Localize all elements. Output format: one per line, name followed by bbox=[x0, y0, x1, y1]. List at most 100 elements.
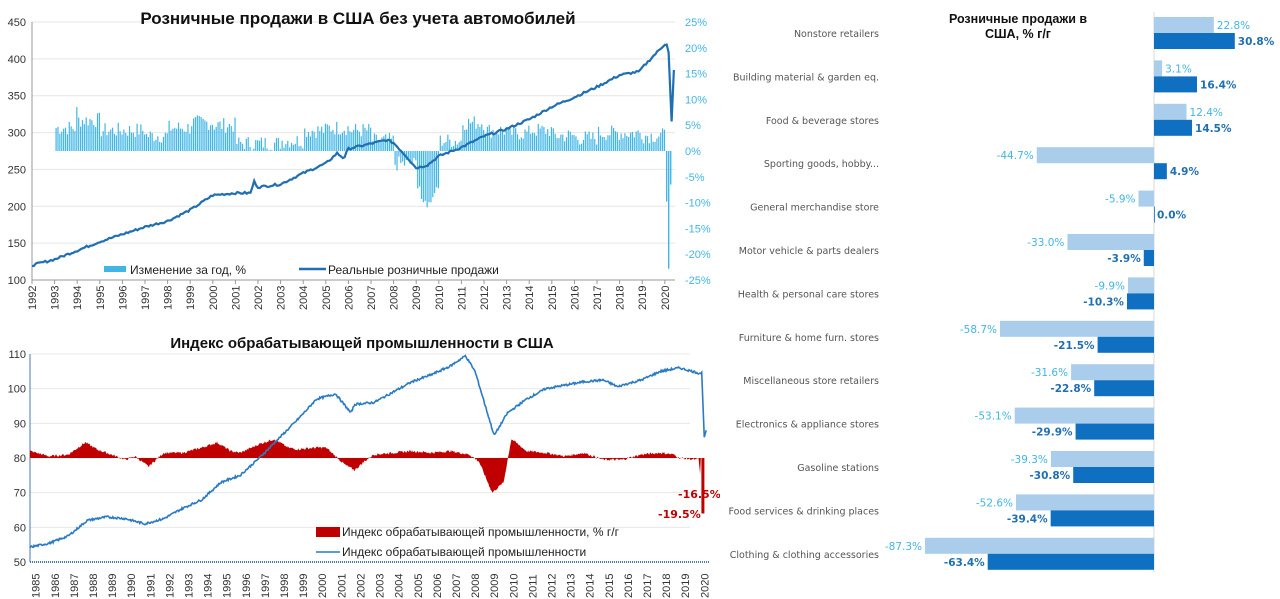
yoy-bar bbox=[113, 133, 116, 151]
yoy-bar bbox=[639, 133, 641, 151]
yoy-bar bbox=[83, 124, 85, 151]
bar-period2 bbox=[987, 553, 1154, 570]
chart-title: Розничные продажи в bbox=[949, 12, 1087, 26]
x-tick-label: 1992 bbox=[27, 286, 39, 310]
x-tick-label: 2011 bbox=[527, 574, 539, 598]
x-tick-label: 1995 bbox=[95, 286, 107, 310]
yoy-bar bbox=[360, 136, 362, 151]
category-row: Food services & drinking places -52.6% -39… bbox=[728, 494, 1154, 527]
yoy-bar bbox=[334, 134, 336, 151]
yoy-bar bbox=[219, 121, 221, 151]
yoy-bar bbox=[319, 131, 321, 151]
yoy-bar bbox=[368, 124, 370, 151]
yoy-bar bbox=[61, 131, 63, 151]
yoy-bar bbox=[439, 135, 441, 151]
yoy-bar bbox=[285, 144, 287, 151]
yoy-bar bbox=[618, 139, 620, 151]
yoy-bar bbox=[98, 112, 101, 151]
y2-tick-label: -25% bbox=[685, 275, 711, 287]
bar-period1 bbox=[1154, 17, 1214, 33]
x-tick-label: 2010 bbox=[434, 286, 446, 310]
yoy-bar bbox=[592, 132, 594, 151]
x-tick-label: 2013 bbox=[502, 286, 514, 310]
bar-period1 bbox=[1050, 451, 1154, 467]
yoy-bar bbox=[142, 130, 144, 151]
yoy-bar bbox=[351, 132, 353, 151]
category-row: Furniture & home furn. stores -58.7% -21.5… bbox=[739, 320, 1154, 353]
x-tick-label: 1998 bbox=[279, 574, 291, 598]
legend-line-label: Индекс обрабатывающей промышленности bbox=[342, 545, 586, 559]
yoy-bar bbox=[132, 132, 134, 151]
yoy-bar bbox=[366, 130, 368, 151]
yoy-bar bbox=[441, 145, 443, 151]
x-tick-label: 1999 bbox=[298, 574, 310, 598]
yoy-bar bbox=[232, 131, 234, 151]
yoy-bar bbox=[176, 128, 178, 151]
y2-tick-label: -20% bbox=[685, 249, 711, 261]
yoy-bar bbox=[253, 148, 255, 151]
yoy-bar bbox=[317, 126, 319, 151]
category-label: Sporting goods, hobby... bbox=[764, 159, 879, 170]
yoy-bar bbox=[663, 129, 666, 151]
yoy-bar bbox=[136, 123, 138, 151]
yoy-bar bbox=[183, 131, 185, 151]
category-label: Health & personal care stores bbox=[738, 289, 879, 300]
yoy-bar bbox=[328, 125, 330, 151]
yoy-bar bbox=[469, 123, 472, 151]
yoy-bar bbox=[321, 126, 323, 151]
yoy-bar bbox=[434, 151, 436, 194]
yoy-bar bbox=[622, 138, 624, 151]
bar-period2 bbox=[1154, 206, 1155, 223]
y-tick-label: 250 bbox=[8, 164, 26, 176]
yoy-bar bbox=[590, 138, 592, 151]
yoy-bar bbox=[513, 126, 515, 151]
yoy-bar bbox=[605, 139, 607, 151]
yoy-bar bbox=[240, 141, 242, 151]
x-tick-label: 1989 bbox=[107, 574, 119, 598]
yoy-bar bbox=[68, 121, 70, 151]
yoy-bar bbox=[499, 126, 502, 151]
bar-period1 bbox=[1154, 60, 1163, 77]
yoy-bar bbox=[385, 134, 387, 151]
x-tick-label: 2017 bbox=[642, 574, 654, 598]
category-label: Nonstore retailers bbox=[794, 29, 879, 40]
x-tick-label: 2019 bbox=[637, 286, 649, 310]
yoy-bar bbox=[287, 140, 289, 151]
yoy-bar bbox=[454, 140, 456, 151]
yoy-bar bbox=[417, 151, 419, 189]
yoy-bar bbox=[379, 140, 381, 151]
bar-period2 bbox=[1154, 119, 1193, 136]
yoy-bar bbox=[95, 127, 97, 151]
yoy-bar bbox=[74, 131, 76, 151]
y-tick-label: 450 bbox=[8, 17, 26, 29]
yoy-bar bbox=[629, 132, 632, 151]
yoy-bar bbox=[63, 128, 65, 151]
yoy-bar bbox=[569, 131, 571, 151]
yoy-bar bbox=[543, 127, 545, 151]
yoy-bar bbox=[311, 130, 313, 151]
yoy-bar bbox=[262, 147, 264, 151]
value-label-period1: -33.0% bbox=[1027, 237, 1064, 249]
x-tick-label: 2005 bbox=[321, 286, 333, 310]
value-label-period1: -52.6% bbox=[976, 497, 1013, 509]
yoy-bar bbox=[149, 131, 151, 151]
yoy-bar bbox=[596, 144, 598, 151]
yoy-bar bbox=[332, 129, 334, 151]
yoy-bar bbox=[100, 136, 102, 151]
yoy-bar bbox=[628, 136, 630, 151]
yoy-bar bbox=[490, 137, 492, 151]
x-tick-label: 1997 bbox=[140, 286, 152, 310]
x-tick-label: 2003 bbox=[375, 574, 387, 598]
yoy-bar bbox=[524, 129, 526, 151]
category-label: Food services & drinking places bbox=[728, 506, 879, 517]
yoy-bar bbox=[460, 140, 462, 151]
y2-tick-label: 25% bbox=[685, 17, 707, 29]
yoy-bar bbox=[445, 141, 447, 151]
value-label-period2: -63.4% bbox=[944, 557, 985, 569]
yoy-bar bbox=[652, 141, 654, 151]
legend-bar-label: Изменение за год, % bbox=[130, 263, 246, 277]
y-tick-label: 200 bbox=[8, 201, 26, 213]
x-tick-label: 1996 bbox=[241, 574, 253, 598]
yoy-bar bbox=[200, 117, 202, 151]
yoy-bar bbox=[643, 143, 645, 151]
